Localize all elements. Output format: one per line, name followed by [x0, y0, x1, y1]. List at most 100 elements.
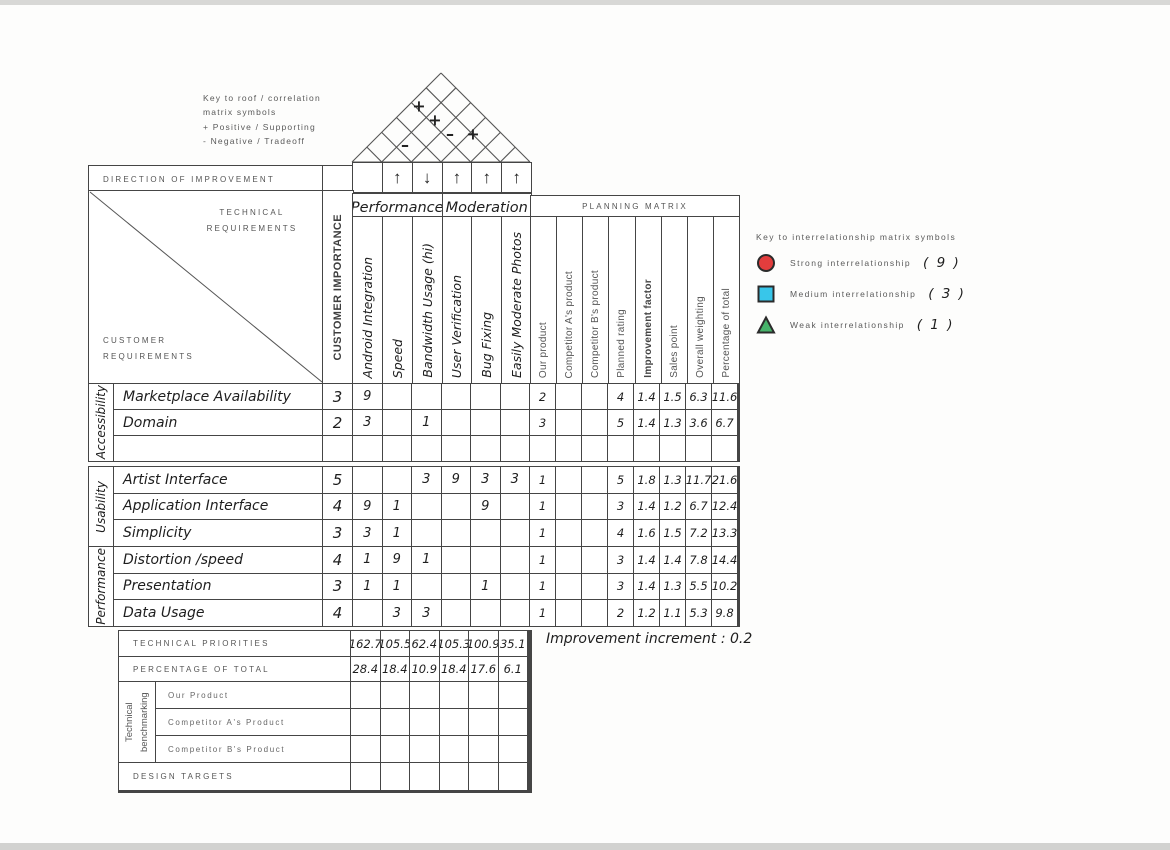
relationship-cell — [353, 436, 382, 461]
design-target-cell — [351, 763, 380, 790]
relationship-cell: 9 — [353, 384, 382, 409]
relationship-cell: 1 — [471, 573, 500, 600]
relationship-cell — [441, 384, 470, 409]
benchmark-cell — [498, 709, 527, 735]
relationship-cell — [353, 600, 382, 626]
planning-cell: 1.5 — [660, 520, 685, 546]
planning-cell: 3.6 — [686, 410, 711, 435]
direction-spacer-cell — [323, 166, 353, 192]
weak-triangle-icon — [756, 315, 776, 334]
benchmark-cell — [351, 682, 380, 708]
category-accessibility: Accessibility — [89, 384, 113, 461]
direction-of-improvement-row: DIRECTION OF IMPROVEMENT — [88, 165, 354, 193]
planning-column-competitor-a: Competitor A's product — [564, 270, 576, 378]
planning-column-label: Competitor A's product — [557, 217, 583, 383]
planning-cell: 6.7 — [686, 493, 711, 520]
technical-requirements-label: TECHNICAL REQUIREMENTS — [187, 205, 317, 237]
tech-column-easily-moderate-photos: Easily Moderate Photos — [509, 232, 525, 378]
importance-value: 3 — [323, 573, 352, 600]
planning-cell: 7.8 — [686, 546, 711, 573]
tech-column-label: Bandwidth Usage (hi) — [412, 217, 442, 383]
benchmark-cell — [439, 709, 468, 735]
tech-column-android-integration: Android Integration — [359, 256, 375, 378]
planning-cell: 5 — [608, 467, 633, 493]
relationship-cell — [500, 573, 529, 600]
technical-priority-value: 35.1 — [498, 631, 527, 656]
medium-label: Medium interrelationship — [790, 289, 917, 299]
planning-cell: 1.3 — [660, 467, 685, 493]
relationship-cell — [471, 410, 500, 435]
up-arrow-icon: ↑ — [442, 163, 472, 192]
planning-cell: 5.3 — [686, 600, 711, 626]
relationship-cell — [500, 410, 529, 435]
category-performance-label: Performance — [94, 548, 108, 625]
tech-column-user-verification: User Verification — [449, 274, 465, 378]
planning-cell: 1.3 — [660, 573, 685, 600]
tech-column-label: User Verification — [442, 217, 472, 383]
customer-importance-label: CUSTOMER IMPORTANCE — [332, 213, 344, 361]
planning-matrix-label: PLANNING MATRIX — [582, 202, 688, 211]
importance-value: 3 — [323, 384, 352, 409]
planning-cell — [556, 410, 581, 435]
roof-key-positive: + Positive / Supporting — [203, 122, 316, 132]
relationship-cell: 3 — [412, 467, 441, 493]
customer-requirement: Simplicity — [114, 520, 322, 546]
relationship-cell — [412, 436, 441, 461]
planning-cell: 1 — [530, 600, 555, 626]
planning-cell: 1.5 — [660, 384, 685, 409]
relationship-cell — [441, 600, 470, 626]
relationship-cell: 3 — [500, 467, 529, 493]
percentage-of-total-value: 6.1 — [498, 657, 527, 681]
relationship-cell — [382, 436, 411, 461]
relationship-cell — [441, 436, 470, 461]
percentage-of-total-value: 28.4 — [351, 657, 380, 681]
percentage-of-total-value: 17.6 — [469, 657, 498, 681]
medium-square-icon — [757, 285, 775, 303]
up-arrow-icon: ↑ — [502, 163, 531, 192]
planning-cell — [660, 436, 685, 461]
planning-cell: 5 — [608, 410, 633, 435]
improvement-increment-note: Improvement increment : 0.2 — [546, 631, 753, 647]
benchmark-cell — [380, 736, 409, 762]
planning-cell — [686, 436, 711, 461]
benchmark-cell — [380, 709, 409, 735]
customer-requirements-line2: REQUIREMENTS — [103, 352, 194, 361]
category-performance: Performance — [89, 546, 113, 626]
importance-value: 4 — [323, 600, 352, 626]
benchmark-cell — [469, 682, 498, 708]
planning-cell: 2 — [530, 384, 555, 409]
scan-edge-top — [0, 0, 1170, 5]
technical-priority-value: 105.5 — [380, 631, 409, 656]
relationship-cell: 3 — [412, 600, 441, 626]
interrelationship-key: Key to interrelationship matrix symbols … — [756, 232, 1036, 335]
planning-cell: 1 — [530, 573, 555, 600]
customer-requirements-line1: CUSTOMER — [103, 336, 167, 345]
planning-cell — [556, 520, 581, 546]
tech-column-bandwidth-usage: Bandwidth Usage (hi) — [419, 243, 435, 378]
relationship-cell: 1 — [382, 520, 411, 546]
customer-requirement-empty — [114, 436, 322, 461]
relationship-cell — [382, 410, 411, 435]
planning-cell: 1 — [530, 493, 555, 520]
planning-cell: 4 — [608, 384, 633, 409]
planning-column-planned-rating: Planned rating — [616, 309, 628, 378]
requirements-diagonal-cell: TECHNICAL REQUIREMENTS CUSTOMER REQUIREM… — [88, 190, 324, 384]
planning-column-label: Planned rating — [609, 217, 635, 383]
category-usability: Usability — [89, 467, 113, 546]
design-target-cell — [380, 763, 409, 790]
customer-importance-header: CUSTOMER IMPORTANCE — [322, 190, 354, 384]
technical-benchmarking-label: Technical benchmarking — [124, 692, 150, 752]
planning-cell: 1.4 — [634, 410, 659, 435]
planning-cell — [582, 573, 607, 600]
planning-cell — [582, 600, 607, 626]
relationship-cell — [500, 493, 529, 520]
relationship-cell: 1 — [412, 546, 441, 573]
relationship-cell — [412, 520, 441, 546]
planning-column-overall-weighting: Overall weighting — [694, 296, 706, 378]
relationship-cell — [500, 436, 529, 461]
planning-cell: 3 — [530, 410, 555, 435]
planning-cell: 11.7 — [686, 467, 711, 493]
tech-column-speed: Speed — [389, 338, 405, 378]
interrelationship-key-weak: Weak interrelationship ( 1 ) — [756, 315, 1036, 335]
